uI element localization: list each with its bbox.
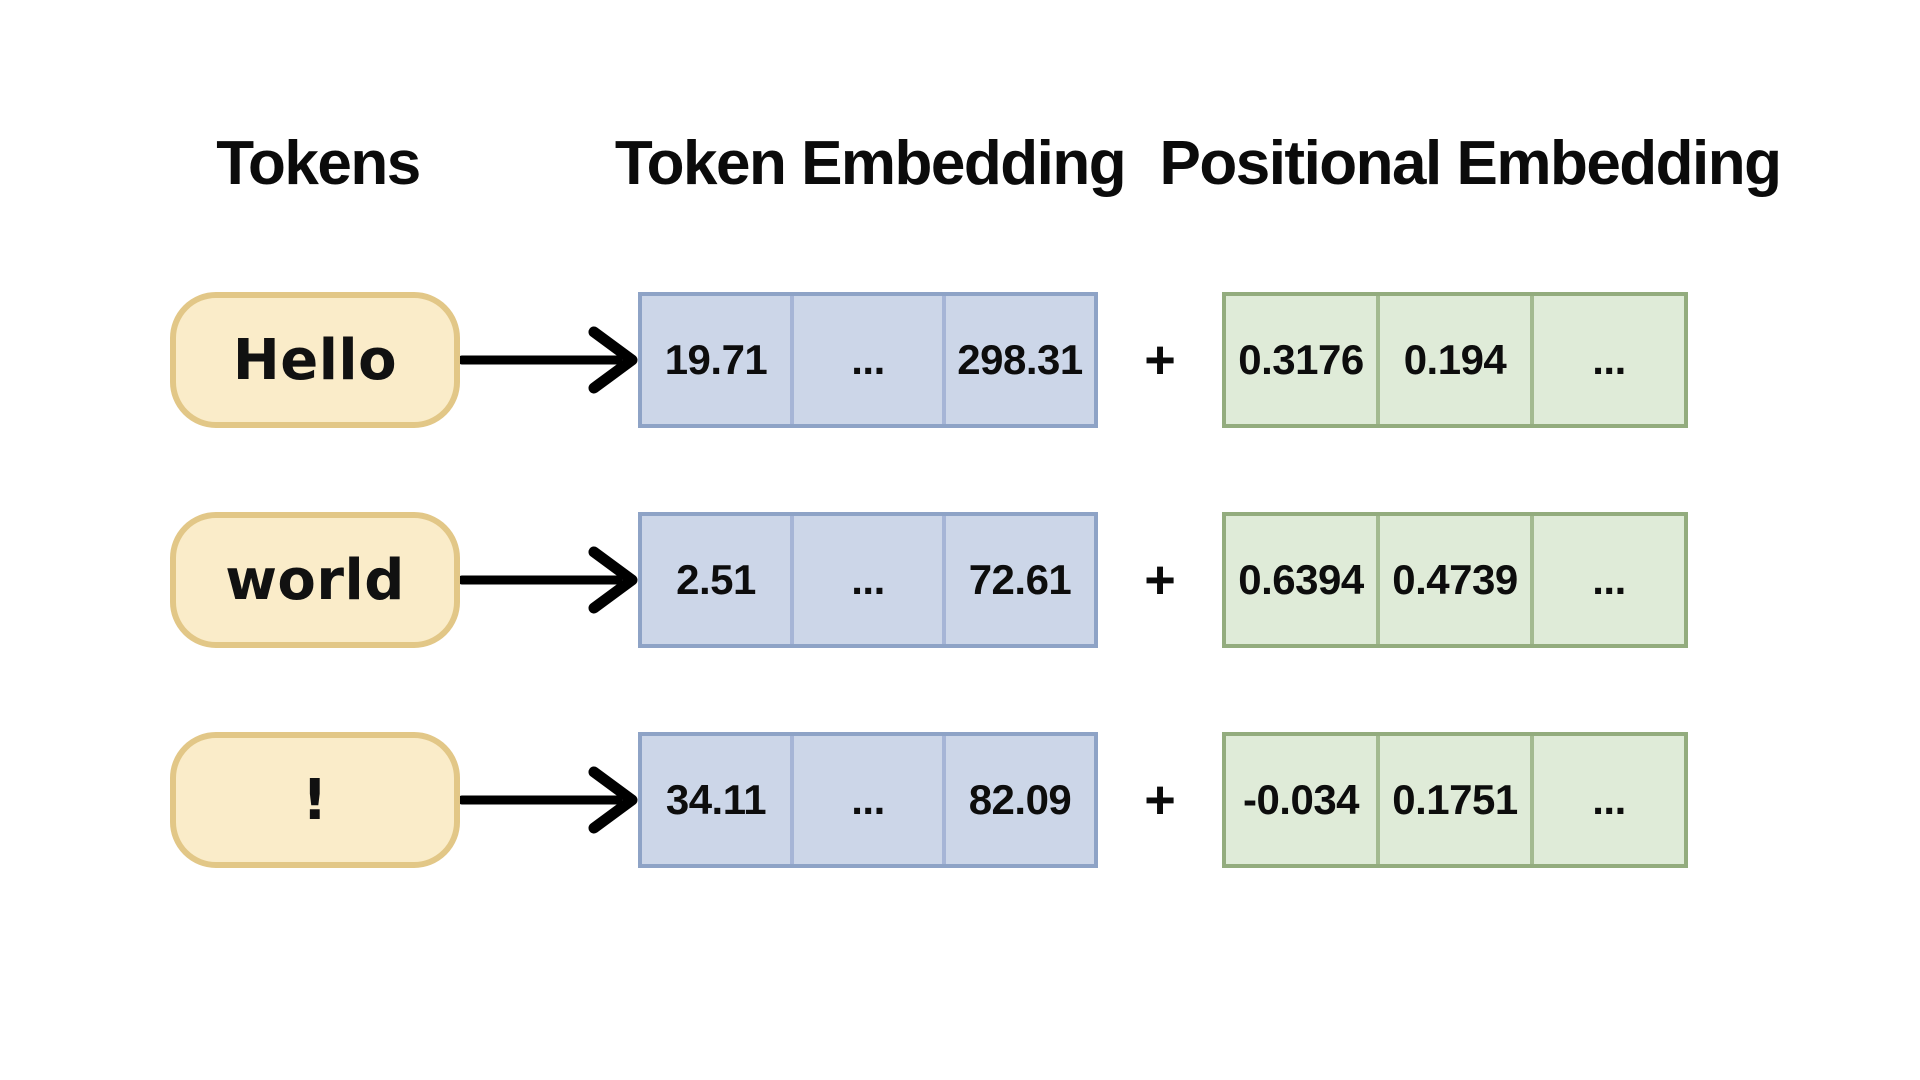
vector-cell: 2.51: [676, 556, 756, 603]
token-embedding-vector: 34.11 ... 82.09: [638, 732, 1098, 868]
token-pill-world: world: [170, 512, 460, 648]
vector-cell: 82.09: [942, 736, 1094, 864]
token-pill-hello: Hello: [170, 292, 460, 428]
token-label: Hello: [232, 327, 398, 393]
column-header-token-embedding: Token Embedding: [614, 128, 1127, 198]
plus-operator: +: [1144, 770, 1176, 830]
plus-operator: +: [1144, 550, 1176, 610]
column-header-tokens: Tokens: [216, 128, 421, 198]
vector-cell: 34.11: [665, 776, 767, 823]
token-embedding-vector: 19.71 ... 298.31: [638, 292, 1098, 428]
vector-cell-ellipsis: ...: [1530, 736, 1684, 864]
vector-cell: -0.034: [1242, 776, 1360, 823]
vector-cell-ellipsis: ...: [1530, 516, 1684, 644]
token-label: !: [301, 767, 329, 833]
positional-embedding-vector: 0.3176 0.194 ...: [1222, 292, 1688, 428]
token-pill-exclamation: !: [170, 732, 460, 868]
positional-embedding-vector: 0.6394 0.4739 ...: [1222, 512, 1688, 648]
arrow-right-icon: [460, 546, 638, 614]
plus-operator: +: [1144, 330, 1176, 390]
vector-cell: 0.1751: [1376, 736, 1530, 864]
vector-cell: 19.71: [664, 336, 768, 383]
arrow-right-icon: [460, 326, 638, 394]
embedding-row-exclamation: ! 34.11 ... 82.09 + -0.034 0.1751 ...: [0, 732, 1920, 868]
token-label: world: [225, 547, 405, 613]
embedding-row-hello: Hello 19.71 ... 298.31 + 0.3176 0.194 ..…: [0, 292, 1920, 428]
embedding-row-world: world 2.51 ... 72.61 + 0.6394 0.4739 ...: [0, 512, 1920, 648]
vector-cell-ellipsis: ...: [1530, 296, 1684, 424]
vector-cell: 298.31: [942, 296, 1094, 424]
vector-cell: 0.6394: [1238, 556, 1364, 603]
vector-cell: 0.4739: [1376, 516, 1530, 644]
vector-cell-ellipsis: ...: [790, 736, 942, 864]
vector-cell-ellipsis: ...: [790, 296, 942, 424]
vector-cell: 72.61: [942, 516, 1094, 644]
vector-cell: 0.3176: [1238, 336, 1364, 383]
vector-cell: 0.194: [1376, 296, 1530, 424]
arrow-right-icon: [460, 766, 638, 834]
positional-embedding-vector: -0.034 0.1751 ...: [1222, 732, 1688, 868]
vector-cell-ellipsis: ...: [790, 516, 942, 644]
token-embedding-vector: 2.51 ... 72.61: [638, 512, 1098, 648]
column-header-positional-embedding: Positional Embedding: [1159, 128, 1782, 198]
